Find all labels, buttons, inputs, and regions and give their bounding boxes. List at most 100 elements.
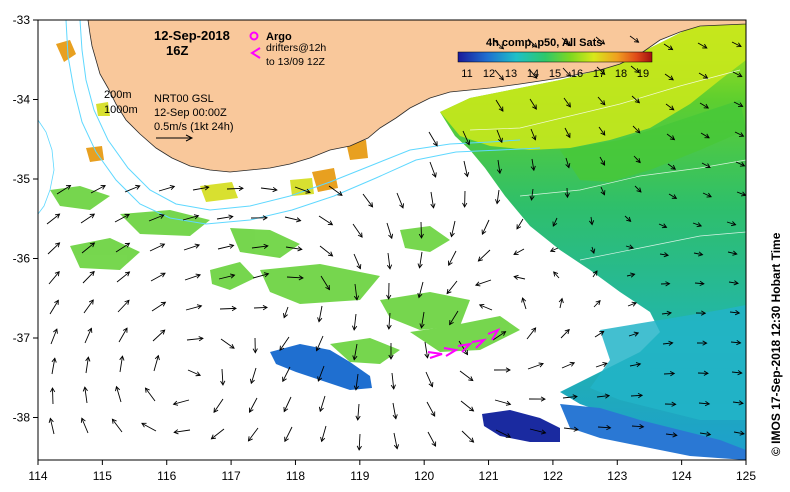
current-arrow bbox=[561, 37, 572, 47]
current-arrow bbox=[49, 299, 59, 315]
current-arrow bbox=[282, 366, 291, 383]
current-arrow bbox=[247, 427, 259, 442]
current-arrow bbox=[494, 69, 504, 81]
current-arrow bbox=[495, 99, 504, 112]
current-arrow bbox=[320, 275, 330, 291]
current-arrow bbox=[48, 417, 55, 435]
colorbar-tick-label: 18 bbox=[615, 68, 627, 80]
current-arrow bbox=[119, 355, 125, 373]
speed-scale-arrow-icon bbox=[156, 134, 194, 142]
current-arrow bbox=[251, 243, 269, 249]
current-arrow bbox=[660, 281, 671, 287]
current-arrow bbox=[513, 248, 525, 255]
contour-200m bbox=[79, 20, 521, 211]
sst-cyan-band bbox=[590, 305, 746, 420]
colorbar-ticks: 11 12 13 14 15 16 17 18 19 bbox=[461, 68, 649, 80]
current-arrow bbox=[692, 222, 703, 228]
x-tick-label: 125 bbox=[736, 469, 756, 483]
colorbar-tick-label: 11 bbox=[461, 68, 472, 80]
sst-green-streak bbox=[560, 100, 746, 182]
current-arrow bbox=[462, 190, 468, 208]
current-arrow bbox=[283, 306, 289, 319]
current-arrow bbox=[666, 133, 676, 141]
current-arrow bbox=[629, 35, 640, 43]
current-arrow bbox=[46, 213, 61, 225]
colorbar-tick-label: 17 bbox=[593, 68, 605, 80]
current-arrow bbox=[592, 270, 598, 278]
current-arrow bbox=[117, 299, 130, 313]
isoline-1 bbox=[469, 69, 741, 131]
current-arrow bbox=[595, 362, 608, 368]
current-arrow bbox=[593, 299, 601, 308]
current-arrow bbox=[733, 430, 745, 436]
current-arrow bbox=[562, 394, 578, 400]
current-arrow bbox=[279, 336, 290, 351]
isoline-2 bbox=[519, 159, 746, 197]
colorbar bbox=[457, 51, 653, 63]
current-arrow bbox=[352, 223, 363, 238]
map-hour: 16Z bbox=[166, 43, 188, 58]
current-arrow bbox=[625, 244, 634, 250]
current-arrow bbox=[699, 431, 712, 437]
current-arrow bbox=[526, 327, 537, 340]
x-tick-label: 119 bbox=[350, 469, 369, 483]
current-arrow bbox=[213, 398, 224, 414]
current-arrow bbox=[82, 270, 95, 284]
current-arrow bbox=[219, 305, 237, 312]
current-arrow bbox=[249, 367, 257, 385]
current-arrow bbox=[632, 125, 641, 134]
current-arrow bbox=[493, 367, 511, 373]
current-arrow bbox=[698, 72, 709, 79]
current-arrow bbox=[658, 223, 668, 229]
current-arrow bbox=[697, 42, 708, 49]
current-arrow bbox=[462, 130, 471, 146]
sst-blue-patch-3 bbox=[560, 404, 746, 460]
current-arrow bbox=[667, 163, 677, 170]
current-arrow bbox=[513, 274, 526, 280]
current-arrow bbox=[563, 426, 579, 432]
current-arrow bbox=[599, 156, 606, 166]
current-arrow bbox=[226, 185, 244, 192]
current-arrow bbox=[252, 337, 258, 354]
current-arrow bbox=[449, 220, 456, 238]
current-arrow bbox=[386, 282, 392, 300]
current-arrow bbox=[353, 253, 362, 270]
current-arrow bbox=[527, 362, 544, 370]
current-arrow bbox=[187, 369, 202, 377]
current-arrow bbox=[317, 305, 323, 323]
sst-nearshore-band bbox=[440, 20, 746, 150]
current-arrow bbox=[595, 36, 606, 45]
current-arrow bbox=[477, 249, 491, 262]
current-arrow bbox=[694, 280, 705, 287]
current-arrow bbox=[185, 304, 203, 311]
current-arrow bbox=[558, 297, 564, 309]
current-arrow bbox=[424, 341, 430, 359]
current-arrow bbox=[594, 330, 605, 338]
colorbar-tick-label: 14 bbox=[527, 68, 539, 80]
current-arrow bbox=[283, 396, 292, 413]
current-arrow bbox=[528, 68, 538, 79]
current-arrow bbox=[82, 386, 88, 404]
current-arrow bbox=[124, 184, 141, 193]
current-arrow bbox=[355, 403, 361, 421]
current-arrow bbox=[149, 243, 166, 252]
current-arrow bbox=[417, 281, 424, 299]
current-arrow bbox=[628, 331, 640, 337]
colorbar-tick-label: 19 bbox=[637, 68, 649, 80]
current-arrow bbox=[527, 38, 538, 48]
current-arrow bbox=[734, 131, 745, 137]
current-arrow bbox=[285, 246, 303, 252]
current-arrow bbox=[318, 215, 334, 226]
current-arrow bbox=[318, 395, 326, 413]
current-arrow bbox=[319, 245, 334, 257]
contour-west bbox=[38, 119, 55, 215]
current-arrow bbox=[386, 252, 393, 270]
current-arrow bbox=[626, 272, 636, 278]
y-tick-label: -35 bbox=[13, 172, 31, 186]
current-arrow bbox=[663, 371, 676, 377]
current-arrow bbox=[727, 250, 738, 256]
current-arrow bbox=[386, 312, 392, 330]
x-tick-label: 121 bbox=[479, 469, 499, 483]
gsl-line-1: NRT00 GSL bbox=[154, 93, 214, 105]
